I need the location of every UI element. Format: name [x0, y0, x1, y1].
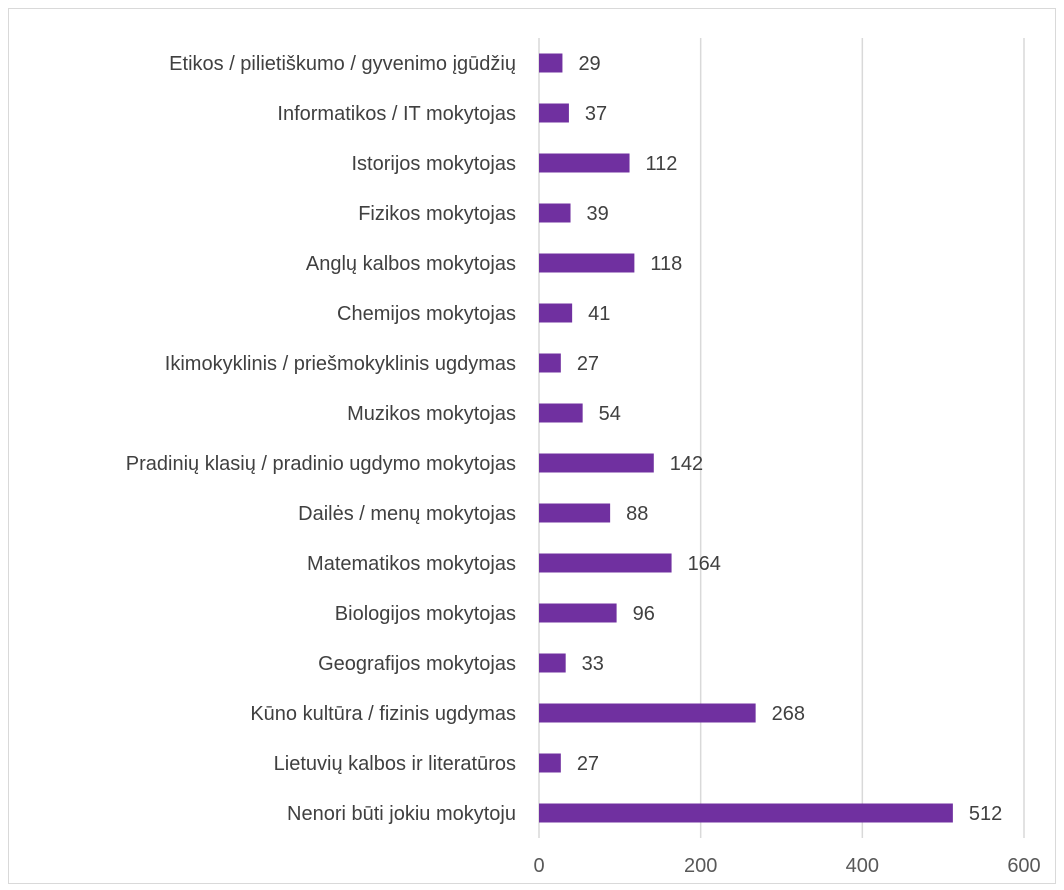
category-label: Chemijos mokytojas [337, 303, 516, 325]
bar [539, 103, 569, 123]
bar [539, 253, 635, 273]
bar [539, 703, 756, 723]
category-label: Pradinių klasių / pradinio ugdymo mokyto… [126, 453, 516, 475]
x-tick-label: 600 [1007, 855, 1040, 877]
x-tick-label: 0 [533, 855, 544, 877]
category-label: Kūno kultūra / fizinis ugdymas [250, 703, 516, 725]
category-label: Biologijos mokytojas [335, 603, 516, 625]
category-label: Geografijos mokytojas [318, 653, 516, 675]
bar [539, 653, 566, 673]
category-label: Muzikos mokytojas [347, 403, 516, 425]
data-label: 268 [772, 703, 805, 725]
data-label: 512 [969, 803, 1002, 825]
category-label: Matematikos mokytojas [307, 553, 516, 575]
data-label: 118 [650, 253, 682, 275]
data-label: 33 [582, 653, 604, 675]
category-labels: Etikos / pilietiškumo / gyvenimo įgūdžių… [126, 53, 516, 825]
data-label: 88 [626, 503, 648, 525]
bar [539, 403, 583, 423]
category-label: Fizikos mokytojas [358, 203, 516, 225]
data-label: 54 [599, 403, 621, 425]
data-label: 39 [587, 203, 609, 225]
bar [539, 353, 561, 373]
x-axis-tick-labels: 0 200 400 600 [533, 855, 1040, 877]
chart-frame [8, 8, 1056, 884]
bar [539, 203, 571, 223]
bar [539, 303, 573, 323]
bar [539, 153, 630, 173]
data-label: 37 [585, 103, 607, 125]
data-label: 27 [577, 753, 599, 775]
data-label: 112 [646, 153, 678, 175]
bar [539, 503, 611, 523]
data-label: 96 [633, 603, 655, 625]
category-label: Etikos / pilietiškumo / gyvenimo įgūdžių [169, 53, 516, 75]
bar [539, 803, 953, 823]
data-label: 29 [578, 53, 600, 75]
data-label: 164 [688, 553, 721, 575]
category-label: Anglų kalbos mokytojas [306, 253, 516, 275]
category-label: Dailės / menų mokytojas [298, 503, 516, 525]
bar [539, 53, 563, 73]
bar [539, 553, 672, 573]
category-label: Nenori būti jokiu mokytoju [287, 803, 516, 825]
bar [539, 603, 617, 623]
data-label: 41 [588, 303, 610, 325]
bars [539, 53, 953, 823]
bar [539, 753, 561, 773]
bar [539, 453, 654, 473]
x-tick-label: 200 [684, 855, 717, 877]
category-label: Ikimokyklinis / priešmokyklinis ugdymas [165, 353, 516, 375]
value-labels: 29 37 112 39 118 41 27 54 142 88 164 96 33 268 27 512 [577, 53, 1002, 825]
data-label: 27 [577, 353, 599, 375]
data-label: 142 [670, 453, 703, 475]
category-label: Informatikos / IT mokytojas [277, 103, 516, 125]
x-tick-label: 400 [846, 855, 879, 877]
category-label: Istorijos mokytojas [352, 153, 517, 175]
category-label: Lietuvių kalbos ir literatūros [274, 753, 516, 775]
